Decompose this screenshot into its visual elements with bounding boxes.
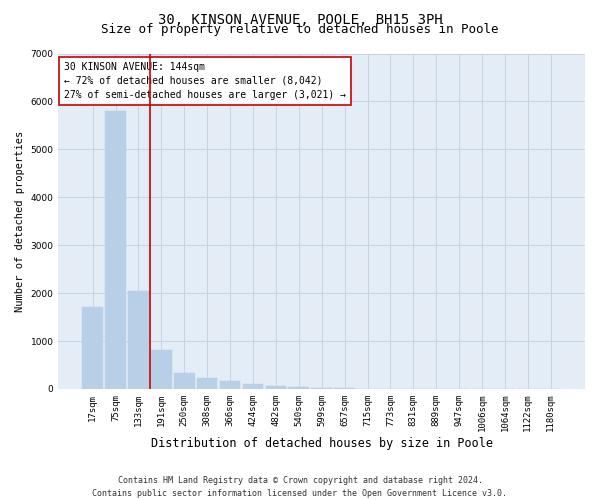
Text: Contains HM Land Registry data © Crown copyright and database right 2024.
Contai: Contains HM Land Registry data © Crown c… <box>92 476 508 498</box>
Text: 30, KINSON AVENUE, POOLE, BH15 3PH: 30, KINSON AVENUE, POOLE, BH15 3PH <box>158 12 442 26</box>
Bar <box>311 388 332 389</box>
Bar <box>266 386 286 389</box>
Bar <box>82 308 103 389</box>
Bar <box>174 372 194 389</box>
Text: 30 KINSON AVENUE: 144sqm
← 72% of detached houses are smaller (8,042)
27% of sem: 30 KINSON AVENUE: 144sqm ← 72% of detach… <box>64 62 346 100</box>
Bar <box>242 384 263 389</box>
Bar <box>334 388 355 389</box>
Bar <box>289 387 309 389</box>
Text: Size of property relative to detached houses in Poole: Size of property relative to detached ho… <box>101 22 499 36</box>
Bar <box>105 111 126 389</box>
Bar <box>197 378 217 389</box>
Y-axis label: Number of detached properties: Number of detached properties <box>15 130 25 312</box>
Bar <box>220 382 241 389</box>
X-axis label: Distribution of detached houses by size in Poole: Distribution of detached houses by size … <box>151 437 493 450</box>
Bar <box>151 350 172 389</box>
Bar <box>128 290 149 389</box>
